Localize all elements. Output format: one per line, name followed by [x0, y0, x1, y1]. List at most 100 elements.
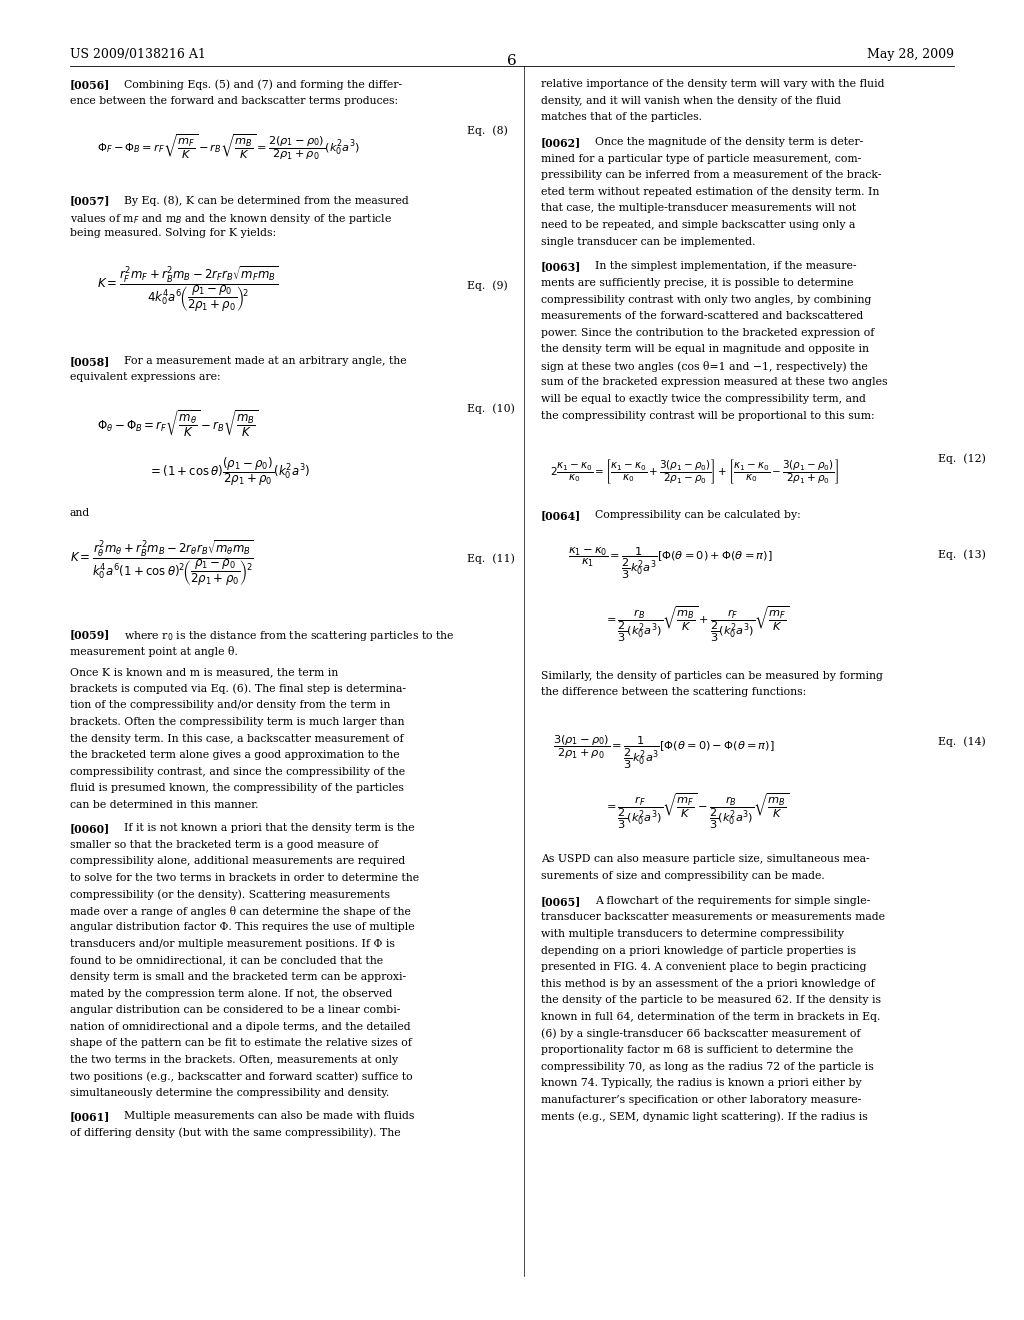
- Text: that case, the multiple-transducer measurements will not: that case, the multiple-transducer measu…: [541, 203, 856, 214]
- Text: compressibility 70, as long as the radius 72 of the particle is: compressibility 70, as long as the radiu…: [541, 1061, 873, 1072]
- Text: shape of the pattern can be fit to estimate the relative sizes of: shape of the pattern can be fit to estim…: [70, 1039, 412, 1048]
- Text: nation of omnidirectional and a dipole terms, and the detailed: nation of omnidirectional and a dipole t…: [70, 1022, 411, 1032]
- Text: made over a range of angles θ can determine the shape of the: made over a range of angles θ can determ…: [70, 906, 411, 917]
- Text: [0059]: [0059]: [70, 630, 110, 640]
- Text: density, and it will vanish when the density of the fluid: density, and it will vanish when the den…: [541, 96, 841, 106]
- Text: ments are sufficiently precise, it is possible to determine: ments are sufficiently precise, it is po…: [541, 279, 853, 288]
- Text: this method is by an assessment of the a priori knowledge of: this method is by an assessment of the a…: [541, 978, 874, 989]
- Text: sum of the bracketed expression measured at these two angles: sum of the bracketed expression measured…: [541, 378, 887, 387]
- Text: power. Since the contribution to the bracketed expression of: power. Since the contribution to the bra…: [541, 327, 874, 338]
- Text: need to be repeated, and simple backscatter using only a: need to be repeated, and simple backscat…: [541, 220, 855, 230]
- Text: equivalent expressions are:: equivalent expressions are:: [70, 372, 220, 383]
- Text: mined for a particular type of particle measurement, com-: mined for a particular type of particle …: [541, 153, 861, 164]
- Text: ence between the forward and backscatter terms produces:: ence between the forward and backscatter…: [70, 96, 397, 106]
- Text: the density of the particle to be measured 62. If the density is: the density of the particle to be measur…: [541, 995, 881, 1006]
- Text: US 2009/0138216 A1: US 2009/0138216 A1: [70, 48, 206, 61]
- Text: transducers and/or multiple measurement positions. If Φ is: transducers and/or multiple measurement …: [70, 939, 394, 949]
- Text: 6: 6: [507, 54, 517, 69]
- Text: being measured. Solving for K yields:: being measured. Solving for K yields:: [70, 228, 275, 239]
- Text: brackets. Often the compressibility term is much larger than: brackets. Often the compressibility term…: [70, 717, 404, 727]
- Text: Compressibility can be calculated by:: Compressibility can be calculated by:: [595, 510, 801, 520]
- Text: May 28, 2009: May 28, 2009: [867, 48, 954, 61]
- Text: compressibility (or the density). Scattering measurements: compressibility (or the density). Scatte…: [70, 890, 389, 900]
- Text: [0061]: [0061]: [70, 1111, 110, 1122]
- Text: smaller so that the bracketed term is a good measure of: smaller so that the bracketed term is a …: [70, 840, 378, 850]
- Text: Once the magnitude of the density term is deter-: Once the magnitude of the density term i…: [595, 137, 863, 148]
- Text: density term is small and the bracketed term can be approxi-: density term is small and the bracketed …: [70, 972, 406, 982]
- Text: sign at these two angles (cos θ=1 and −1, respectively) the: sign at these two angles (cos θ=1 and −1…: [541, 360, 867, 372]
- Text: By Eq. (8), K can be determined from the measured: By Eq. (8), K can be determined from the…: [124, 195, 409, 206]
- Text: Eq.  (8): Eq. (8): [467, 125, 508, 136]
- Text: Similarly, the density of particles can be measured by forming: Similarly, the density of particles can …: [541, 671, 883, 681]
- Text: depending on a priori knowledge of particle properties is: depending on a priori knowledge of parti…: [541, 945, 856, 956]
- Text: Combining Eqs. (5) and (7) and forming the differ-: Combining Eqs. (5) and (7) and forming t…: [124, 79, 402, 90]
- Text: $\dfrac{3(\rho_1-\rho_0)}{2\rho_1+\rho_0} = \dfrac{1}{\dfrac{2}{3}k_0^2 a^3}[\Ph: $\dfrac{3(\rho_1-\rho_0)}{2\rho_1+\rho_0…: [553, 734, 775, 771]
- Text: $K = \dfrac{r_F^2 m_F + r_B^2 m_B - 2r_F r_B\sqrt{m_F m_B}}{4k_0^4 a^6\!\left(\d: $K = \dfrac{r_F^2 m_F + r_B^2 m_B - 2r_F…: [97, 265, 279, 314]
- Text: $\dfrac{\kappa_1-\kappa_0}{\kappa_1} = \dfrac{1}{\dfrac{2}{3}k_0^2 a^3}[\Phi(\th: $\dfrac{\kappa_1-\kappa_0}{\kappa_1} = \…: [568, 546, 773, 582]
- Text: measurements of the forward-scattered and backscattered: measurements of the forward-scattered an…: [541, 312, 863, 321]
- Text: presented in FIG. 4. A convenient place to begin practicing: presented in FIG. 4. A convenient place …: [541, 962, 866, 972]
- Text: For a measurement made at an arbitrary angle, the: For a measurement made at an arbitrary a…: [124, 356, 407, 366]
- Text: surements of size and compressibility can be made.: surements of size and compressibility ca…: [541, 871, 824, 880]
- Text: simultaneously determine the compressibility and density.: simultaneously determine the compressibi…: [70, 1088, 389, 1098]
- Text: manufacturer’s specification or other laboratory measure-: manufacturer’s specification or other la…: [541, 1094, 861, 1105]
- Text: matches that of the particles.: matches that of the particles.: [541, 112, 701, 123]
- Text: found to be omnidirectional, it can be concluded that the: found to be omnidirectional, it can be c…: [70, 956, 383, 965]
- Text: two positions (e.g., backscatter and forward scatter) suffice to: two positions (e.g., backscatter and for…: [70, 1072, 413, 1082]
- Text: $= \dfrac{r_B}{\dfrac{2}{3}(k_0^2 a^3)}\sqrt{\dfrac{m_B}{K}}+\dfrac{r_F}{\dfrac{: $= \dfrac{r_B}{\dfrac{2}{3}(k_0^2 a^3)}\…: [604, 605, 790, 644]
- Text: [0065]: [0065]: [541, 896, 581, 907]
- Text: the bracketed term alone gives a good approximation to the: the bracketed term alone gives a good ap…: [70, 750, 399, 760]
- Text: the two terms in the brackets. Often, measurements at only: the two terms in the brackets. Often, me…: [70, 1055, 397, 1065]
- Text: Eq.  (9): Eq. (9): [467, 281, 508, 292]
- Text: values of m$_F$ and m$_B$ and the known density of the particle: values of m$_F$ and m$_B$ and the known …: [70, 211, 392, 226]
- Text: the density term will be equal in magnitude and opposite in: the density term will be equal in magnit…: [541, 345, 868, 354]
- Text: $= (1+\cos\theta)\dfrac{(\rho_1-\rho_0)}{2\rho_1+\rho_0}(k_0^2 a^3)$: $= (1+\cos\theta)\dfrac{(\rho_1-\rho_0)}…: [148, 455, 311, 488]
- Text: pressibility can be inferred from a measurement of the brack-: pressibility can be inferred from a meas…: [541, 170, 881, 181]
- Text: can be determined in this manner.: can be determined in this manner.: [70, 800, 258, 810]
- Text: and: and: [70, 508, 90, 519]
- Text: Eq.  (13): Eq. (13): [938, 549, 986, 560]
- Text: $K = \dfrac{r_\theta^2 m_\theta + r_B^2 m_B - 2r_\theta r_B\sqrt{m_\theta m_B}}{: $K = \dfrac{r_\theta^2 m_\theta + r_B^2 …: [70, 539, 253, 587]
- Text: $\Phi_\theta - \Phi_B = r_F\sqrt{\dfrac{m_\theta}{K}} - r_B\sqrt{\dfrac{m_B}{K}}: $\Phi_\theta - \Phi_B = r_F\sqrt{\dfrac{…: [97, 409, 259, 440]
- Text: ments (e.g., SEM, dynamic light scattering). If the radius is: ments (e.g., SEM, dynamic light scatteri…: [541, 1111, 867, 1122]
- Text: (6) by a single-transducer 66 backscatter measurement of: (6) by a single-transducer 66 backscatte…: [541, 1028, 860, 1039]
- Text: with multiple transducers to determine compressibility: with multiple transducers to determine c…: [541, 929, 844, 939]
- Text: known 74. Typically, the radius is known a priori either by: known 74. Typically, the radius is known…: [541, 1078, 861, 1088]
- Text: $= \dfrac{r_F}{\dfrac{2}{3}(k_0^2 a^3)}\sqrt{\dfrac{m_F}{K}}-\dfrac{r_B}{\dfrac{: $= \dfrac{r_F}{\dfrac{2}{3}(k_0^2 a^3)}\…: [604, 792, 790, 830]
- Text: compressibility contrast, and since the compressibility of the: compressibility contrast, and since the …: [70, 767, 404, 776]
- Text: Multiple measurements can also be made with fluids: Multiple measurements can also be made w…: [124, 1111, 415, 1121]
- Text: Eq.  (10): Eq. (10): [467, 404, 515, 414]
- Text: known in full 64, determination of the term in brackets in Eq.: known in full 64, determination of the t…: [541, 1012, 880, 1022]
- Text: tion of the compressibility and/or density from the term in: tion of the compressibility and/or densi…: [70, 701, 390, 710]
- Text: where r$_0$ is the distance from the scattering particles to the: where r$_0$ is the distance from the sca…: [124, 630, 455, 643]
- Text: [0062]: [0062]: [541, 137, 581, 148]
- Text: $\Phi_F - \Phi_B = r_F\sqrt{\dfrac{m_F}{K}} - r_B\sqrt{\dfrac{m_B}{K}} = \dfrac{: $\Phi_F - \Phi_B = r_F\sqrt{\dfrac{m_F}{…: [97, 132, 360, 162]
- Text: proportionality factor m 68 is sufficient to determine the: proportionality factor m 68 is sufficien…: [541, 1045, 853, 1055]
- Text: [0060]: [0060]: [70, 822, 110, 834]
- Text: transducer backscatter measurements or measurements made: transducer backscatter measurements or m…: [541, 912, 885, 923]
- Text: [0058]: [0058]: [70, 356, 110, 367]
- Text: will be equal to exactly twice the compressibility term, and: will be equal to exactly twice the compr…: [541, 393, 865, 404]
- Text: relative importance of the density term will vary with the fluid: relative importance of the density term …: [541, 79, 884, 90]
- Text: the compressibility contrast will be proportional to this sum:: the compressibility contrast will be pro…: [541, 411, 874, 421]
- Text: [0064]: [0064]: [541, 510, 581, 521]
- Text: angular distribution can be considered to be a linear combi-: angular distribution can be considered t…: [70, 1006, 400, 1015]
- Text: Eq.  (12): Eq. (12): [938, 453, 986, 463]
- Text: If it is not known a priori that the density term is the: If it is not known a priori that the den…: [124, 822, 415, 833]
- Text: to solve for the two terms in brackets in order to determine the: to solve for the two terms in brackets i…: [70, 873, 419, 883]
- Text: [0057]: [0057]: [70, 195, 111, 206]
- Text: brackets is computed via Eq. (6). The final step is determina-: brackets is computed via Eq. (6). The fi…: [70, 684, 406, 694]
- Text: the difference between the scattering functions:: the difference between the scattering fu…: [541, 688, 806, 697]
- Text: of differing density (but with the same compressibility). The: of differing density (but with the same …: [70, 1127, 400, 1138]
- Text: the density term. In this case, a backscatter measurement of: the density term. In this case, a backsc…: [70, 734, 403, 743]
- Text: In the simplest implementation, if the measure-: In the simplest implementation, if the m…: [595, 261, 856, 272]
- Text: angular distribution factor Φ. This requires the use of multiple: angular distribution factor Φ. This requ…: [70, 923, 415, 932]
- Text: [0063]: [0063]: [541, 261, 581, 272]
- Text: measurement point at angle θ.: measurement point at angle θ.: [70, 645, 238, 657]
- Text: single transducer can be implemented.: single transducer can be implemented.: [541, 236, 755, 247]
- Text: eted term without repeated estimation of the density term. In: eted term without repeated estimation of…: [541, 187, 879, 197]
- Text: Once K is known and m is measured, the term in: Once K is known and m is measured, the t…: [70, 668, 338, 677]
- Text: compressibility alone, additional measurements are required: compressibility alone, additional measur…: [70, 857, 404, 866]
- Text: [0056]: [0056]: [70, 79, 110, 90]
- Text: A flowchart of the requirements for simple single-: A flowchart of the requirements for simp…: [595, 896, 870, 906]
